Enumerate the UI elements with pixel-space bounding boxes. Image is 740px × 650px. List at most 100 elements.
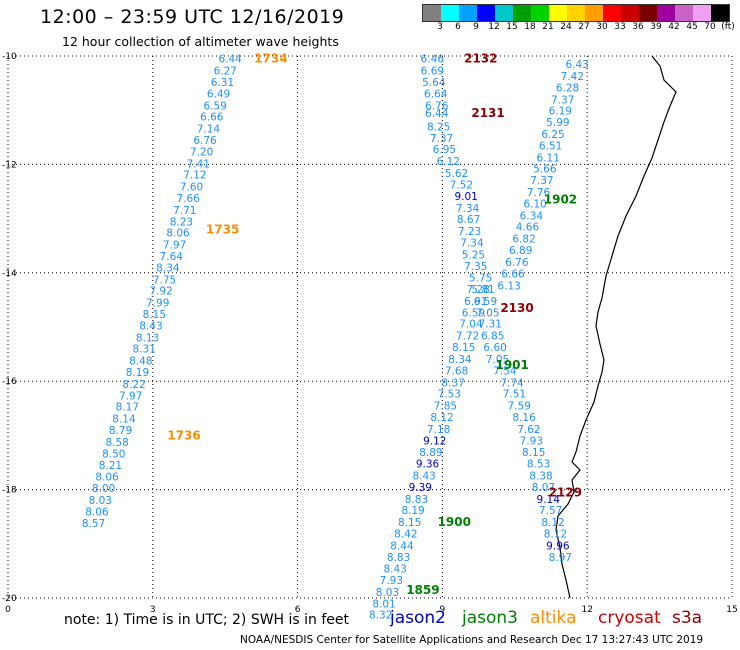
page-title: 12:00 – 23:59 UTC 12/16/2019: [40, 6, 345, 28]
pass-time-label: 1901: [495, 358, 528, 372]
wave-height-value: 8.44: [390, 540, 414, 552]
pass-time-label: 1900: [438, 515, 471, 529]
scale-swatch: [531, 5, 549, 21]
wave-height-value: 7.37: [430, 133, 453, 145]
wave-height-value: 7.93: [520, 435, 543, 447]
wave-height-value: 7.97: [163, 240, 186, 252]
scale-swatch: [513, 5, 531, 21]
scale-swatch: [657, 5, 675, 21]
wave-height-value: 9.12: [423, 435, 446, 447]
wave-height-value: 4.66: [516, 222, 540, 234]
scale-label: 21: [542, 22, 554, 32]
scale-swatch: [621, 5, 639, 21]
wave-height-value: 7.18: [427, 424, 450, 436]
scale-label: 3: [437, 22, 443, 32]
wave-height-value: 6.76: [425, 100, 449, 112]
scale-label: (ft): [721, 22, 735, 32]
wave-height-value: 8.12: [430, 412, 453, 424]
wave-height-value: 6.10: [523, 198, 546, 210]
wave-height-value: 6.91: [464, 296, 487, 308]
wave-height-value: 6.49: [207, 88, 230, 100]
wave-height-value: 5.64: [422, 77, 446, 89]
wave-height-value: 8.19: [401, 505, 424, 517]
x-tick-label: 9: [440, 605, 446, 615]
scale-label: 33: [614, 22, 626, 32]
wave-height-value: 6.44: [425, 108, 449, 120]
wave-height-value: 5.99: [546, 117, 569, 129]
wave-height-value: 7.05: [476, 307, 499, 319]
scale-swatch: [675, 5, 693, 21]
wave-height-value: 8.89: [419, 447, 442, 459]
y-tick-label: -20: [2, 594, 17, 604]
wave-height-value: 6.59: [462, 307, 485, 319]
wave-height-value: 6.12: [437, 156, 460, 168]
pass-time-label: 2132: [464, 52, 497, 66]
wave-height-value: 6.31: [211, 77, 234, 89]
grid-lines: [7, 55, 733, 599]
wave-height-value: 6.95: [433, 144, 456, 156]
wave-height-value: 8.57: [82, 518, 105, 530]
wave-height-value: 8.03: [376, 587, 399, 599]
scale-label: 30: [596, 22, 608, 32]
pass-time-label: 2131: [471, 106, 504, 120]
scale-label: 15: [506, 22, 518, 32]
wave-height-value: 7.54: [493, 365, 517, 377]
wave-height-value: 8.43: [139, 320, 162, 332]
scale-swatch: [477, 5, 495, 21]
pass-time-label: 1736: [167, 428, 200, 442]
wave-height-value: 8.22: [122, 379, 145, 391]
wave-height-value: 8.06: [85, 506, 109, 518]
wave-height-value: 6.11: [537, 152, 560, 164]
wave-height-value: 7.72: [456, 331, 479, 343]
wave-height-value: 6.13: [497, 280, 520, 292]
wave-height-value: 9.01: [454, 191, 477, 203]
wave-height-value: 7.37: [530, 175, 553, 187]
wave-height-value: 8.43: [384, 564, 407, 576]
wave-height-color-scale: [422, 4, 730, 22]
wave-height-value: 8.16: [512, 412, 536, 424]
x-tick-label: 15: [726, 605, 737, 615]
pass-time-label: 1859: [406, 583, 439, 597]
wave-height-value: 6.66: [501, 268, 525, 280]
wave-height-value: 6.82: [512, 234, 535, 246]
wave-height-value: 7.68: [445, 365, 468, 377]
wave-height-value: 8.07: [532, 482, 555, 494]
wave-height-value: 6.66: [200, 112, 224, 124]
data-marks: 6.446.276.316.496.596.667.146.767.207.41…: [82, 52, 589, 622]
wave-height-value: 9.36: [416, 459, 440, 471]
wave-height-value: 7.34: [460, 237, 484, 249]
wave-height-value: 8.50: [102, 448, 125, 460]
wave-height-value: 8.21: [99, 460, 122, 472]
scale-swatch: [711, 5, 729, 21]
coastline: [555, 55, 677, 599]
wave-height-value: 7.35: [464, 261, 487, 273]
x-tick-label: 6: [295, 605, 301, 615]
wave-height-value: 7.75: [153, 274, 176, 286]
wave-height-value: 7.34: [456, 203, 480, 215]
wave-height-value: 6.59: [474, 296, 497, 308]
wave-height-value: 6.85: [481, 331, 504, 343]
wave-height-value: 9.96: [546, 540, 570, 552]
scale-label: 45: [686, 22, 698, 32]
scale-swatch: [693, 5, 711, 21]
wave-height-value: 6.59: [203, 100, 226, 112]
pass-time-label: 2130: [500, 301, 533, 315]
wave-height-value: 7.04: [459, 319, 483, 331]
footer-note: note: 1) Time is in UTC; 2) SWH is in fe…: [64, 612, 350, 628]
wave-height-value: 8.25: [427, 121, 450, 133]
wave-height-value: 6.44: [218, 54, 242, 66]
legend-s3a: s3a: [672, 608, 703, 628]
wave-height-value: 7.64: [160, 251, 184, 263]
wave-height-value: 6.43: [565, 59, 588, 71]
wave-height-value: 7.51: [503, 389, 526, 401]
wave-height-value: 6.51: [539, 140, 562, 152]
wave-height-value: 7.59: [508, 401, 531, 413]
wave-height-value: 7.66: [176, 193, 200, 205]
wave-height-value: 7.60: [180, 182, 203, 194]
wave-height-value: 7.05: [486, 354, 509, 366]
wave-height-value: 8.06: [95, 472, 119, 484]
wave-height-value: 7.53: [438, 389, 461, 401]
scale-label: 9: [473, 22, 479, 32]
